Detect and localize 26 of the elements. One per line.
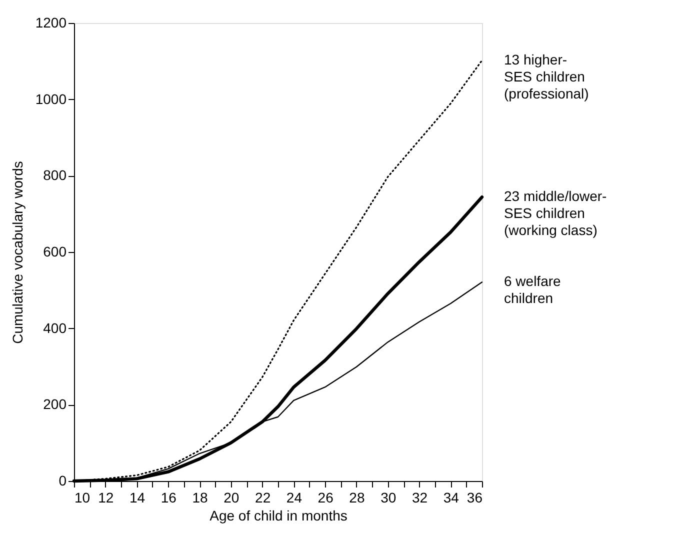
x-tick-label: 10 <box>74 490 90 506</box>
x-tick-label: 36 <box>466 490 483 506</box>
x-tick-label: 26 <box>318 490 334 506</box>
series-label: 6 welfare children <box>504 273 562 306</box>
y-tick-label: 600 <box>43 244 67 260</box>
x-tick-label: 28 <box>349 490 365 506</box>
x-tick-label: 12 <box>98 490 114 506</box>
y-tick-label: 400 <box>43 320 67 336</box>
x-tick-label: 16 <box>160 490 177 506</box>
y-tick-label: 0 <box>58 472 67 488</box>
x-axis-title: Age of child in months <box>210 508 348 524</box>
y-tick-label: 800 <box>43 167 67 184</box>
x-tick-label: 32 <box>412 490 428 506</box>
x-tick-label: 30 <box>380 490 396 506</box>
x-tick-label: 14 <box>129 490 146 506</box>
x-tick-label: 24 <box>286 490 302 506</box>
y-axis-title: Cumulative vocabulary words <box>9 161 26 344</box>
x-tick-label: 22 <box>255 490 271 506</box>
y-tick-label: 1200 <box>35 14 67 30</box>
y-tick-label: 200 <box>43 396 67 412</box>
x-tick-label: 34 <box>443 490 460 506</box>
series-label: 13 higher- SES children (professional) <box>504 51 589 102</box>
x-tick-label: 20 <box>224 490 240 506</box>
y-tick-label: 1000 <box>35 90 67 107</box>
series-label: 23 middle/lower- SES children (working class) <box>504 188 608 238</box>
x-tick-label: 18 <box>192 490 208 506</box>
